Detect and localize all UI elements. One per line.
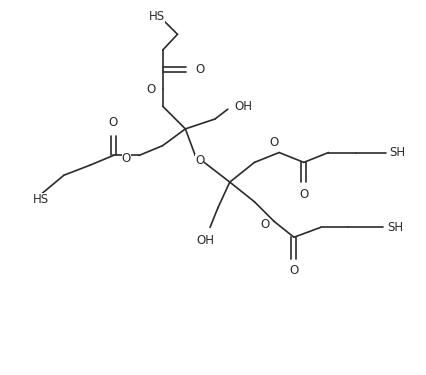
Text: HS: HS (149, 10, 164, 23)
Text: O: O (146, 83, 155, 96)
Text: SH: SH (387, 221, 403, 234)
Text: O: O (269, 136, 278, 148)
Text: O: O (121, 152, 131, 165)
Text: O: O (289, 264, 298, 277)
Text: SH: SH (389, 146, 405, 159)
Text: O: O (195, 63, 204, 76)
Text: O: O (109, 116, 118, 129)
Text: HS: HS (32, 194, 49, 206)
Text: OH: OH (234, 100, 252, 113)
Text: OH: OH (196, 234, 213, 247)
Text: O: O (259, 218, 269, 231)
Text: O: O (299, 188, 308, 201)
Text: O: O (195, 154, 204, 167)
